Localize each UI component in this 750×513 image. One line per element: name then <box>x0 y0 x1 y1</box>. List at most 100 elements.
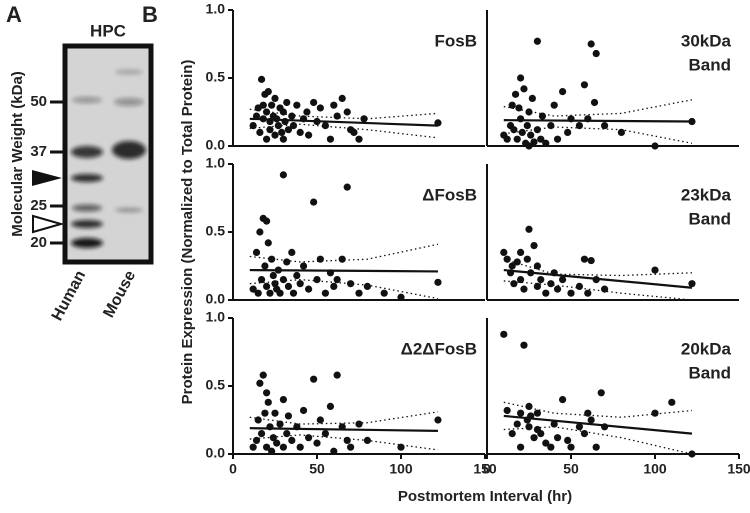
x-tick-label: 0 <box>483 461 491 477</box>
panel-title: 20kDa <box>681 339 732 358</box>
confidence-band <box>249 243 439 263</box>
data-point <box>542 139 550 147</box>
data-point <box>517 409 525 417</box>
data-point <box>347 280 355 288</box>
data-point <box>283 258 291 266</box>
data-point <box>513 420 521 428</box>
data-point <box>559 276 567 284</box>
data-point <box>289 122 298 130</box>
data-point <box>580 430 589 438</box>
panel-title: 23kDa <box>681 185 732 204</box>
data-point <box>397 443 405 451</box>
regression-line <box>503 268 693 289</box>
data-point <box>310 98 318 107</box>
data-point <box>530 434 538 442</box>
regression-line <box>249 117 438 127</box>
arrowhead-filled <box>32 170 62 186</box>
data-point <box>338 94 346 102</box>
data-point <box>575 423 584 431</box>
data-point <box>333 276 341 284</box>
confidence-band <box>249 123 439 139</box>
data-point <box>288 436 296 444</box>
data-point <box>553 135 562 143</box>
data-point <box>584 409 592 417</box>
data-point <box>517 74 525 82</box>
data-point <box>271 94 279 102</box>
data-point <box>283 430 291 438</box>
data-point <box>363 436 371 444</box>
data-point <box>350 128 358 136</box>
data-point <box>271 409 279 417</box>
y-tick-label: 0.5 <box>206 377 226 393</box>
data-point <box>257 430 266 438</box>
data-point <box>517 248 525 256</box>
data-point <box>542 439 550 447</box>
data-point <box>503 255 511 263</box>
data-point <box>303 108 311 116</box>
data-point <box>601 122 609 130</box>
data-point <box>276 420 284 428</box>
data-point <box>580 255 589 263</box>
data-point <box>296 443 304 451</box>
data-point <box>547 443 555 451</box>
regression-line <box>503 414 693 435</box>
data-point <box>310 198 318 206</box>
data-point <box>525 142 533 150</box>
x-tick-label: 100 <box>643 461 667 477</box>
data-point <box>530 242 538 250</box>
data-point <box>283 98 291 107</box>
data-point <box>355 420 363 428</box>
data-point <box>343 108 351 116</box>
panel-title: ΔFosB <box>422 185 477 204</box>
x-tick-label: 50 <box>563 461 579 477</box>
data-point <box>527 131 535 139</box>
data-point <box>310 375 318 383</box>
data-point <box>249 285 257 293</box>
y-tick-label: 0.0 <box>206 291 226 307</box>
data-point <box>688 117 696 126</box>
data-point <box>533 126 542 134</box>
data-point <box>550 101 558 109</box>
data-point <box>296 280 304 288</box>
data-point <box>249 443 257 451</box>
data-point <box>434 278 442 286</box>
data-point <box>254 289 262 297</box>
data-point <box>268 255 276 263</box>
data-point <box>597 389 605 397</box>
data-point <box>533 262 542 270</box>
data-point <box>279 276 287 284</box>
data-point <box>259 101 267 109</box>
regression-line <box>249 268 438 273</box>
x-tick-label: 150 <box>473 461 497 477</box>
data-point <box>273 439 281 447</box>
data-point <box>256 379 264 387</box>
data-point <box>288 248 296 256</box>
data-point <box>347 443 355 451</box>
data-point <box>587 416 595 424</box>
data-point <box>256 128 264 136</box>
data-point <box>517 443 525 451</box>
x-tick-label: 50 <box>309 461 325 477</box>
data-point <box>296 128 304 136</box>
data-point <box>274 122 282 130</box>
data-point <box>363 282 371 290</box>
data-point <box>299 406 308 415</box>
data-point <box>515 104 523 112</box>
data-point <box>575 282 584 290</box>
confidence-band <box>503 280 693 301</box>
data-point <box>525 108 533 116</box>
data-point <box>316 104 324 112</box>
panel-label: B <box>142 2 158 27</box>
data-point <box>313 276 321 284</box>
data-point <box>289 289 298 297</box>
data-point <box>567 289 575 297</box>
data-point <box>259 371 267 379</box>
data-point <box>321 122 329 130</box>
data-point <box>268 447 276 455</box>
data-point <box>500 330 508 338</box>
lane-label: Human <box>49 268 89 324</box>
data-point <box>360 115 368 123</box>
data-point <box>355 135 363 143</box>
lane-label: Mouse <box>100 268 139 321</box>
data-point <box>520 85 528 93</box>
